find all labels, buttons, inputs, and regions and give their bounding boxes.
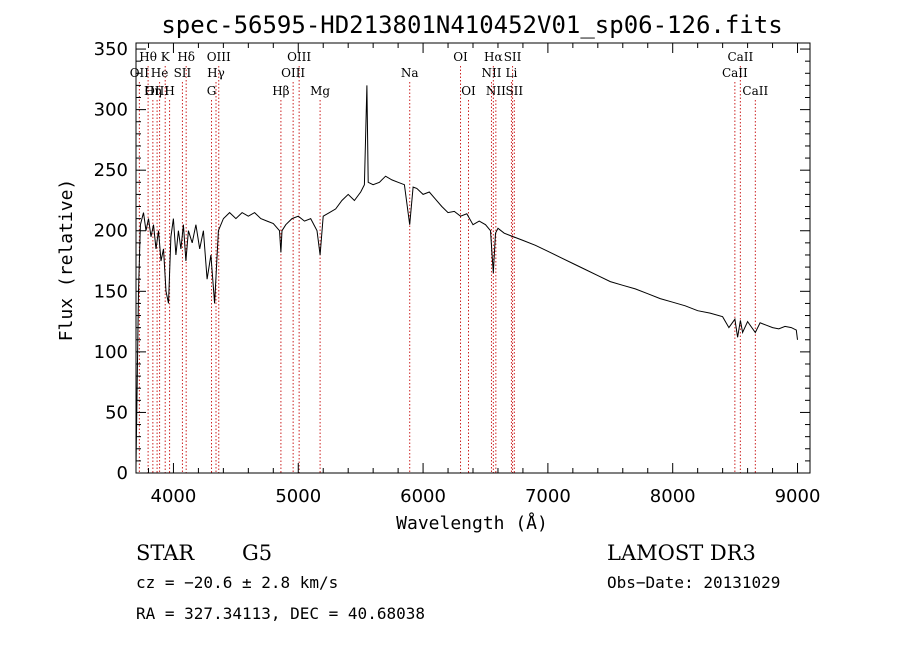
x-tick-label-1: 5000 (275, 486, 321, 507)
line-label-2: OIII (145, 84, 169, 98)
line-label-23: Li (506, 66, 518, 80)
ra-dec: RA = 327.34113, DEC = 40.68038 (136, 604, 425, 623)
line-label-0: Hθ (139, 50, 157, 64)
y-axis-label: Flux (relative) (56, 179, 77, 342)
line-label-19: Hα (484, 50, 503, 64)
x-tick-label-3: 7000 (525, 486, 571, 507)
y-tick-label-5: 250 (94, 160, 128, 181)
x-tick-label-2: 6000 (400, 486, 446, 507)
line-label-15: Mg (310, 84, 330, 98)
x-axis-label: Wavelength (Å) (396, 512, 548, 534)
obs-date: Obs−Date: 20131029 (607, 573, 780, 592)
line-label-6: H (164, 84, 174, 98)
plot-frame (135, 42, 811, 474)
line-label-9: OIII (207, 50, 231, 64)
line-label-4: He (151, 66, 169, 80)
line-label-27: CaII (742, 84, 768, 98)
line-label-14: OIII (287, 50, 311, 64)
x-tick-label-5: 9000 (775, 486, 821, 507)
y-axis-ticks: 0 50 100 150 200 250 300 350 (94, 39, 810, 484)
y-tick-label-2: 100 (94, 342, 128, 363)
line-label-17: OI (453, 50, 468, 64)
line-label-21: NII (486, 84, 506, 98)
y-tick-label-4: 200 (94, 221, 128, 242)
spectrum-line (135, 85, 798, 467)
line-label-16: Na (401, 66, 419, 80)
line-label-24: SII (505, 84, 523, 98)
y-tick-label-0: 0 (117, 463, 128, 484)
x-tick-label-0: 4000 (151, 486, 197, 507)
line-label-18: OI (461, 84, 476, 98)
y-tick-label-6: 300 (94, 100, 128, 121)
line-label-7: SII (174, 66, 192, 80)
y-tick-label-7: 350 (94, 39, 128, 60)
line-label-5: Hη (144, 84, 162, 98)
line-label-10: Hγ (207, 66, 225, 80)
line-label-20: NII (481, 66, 501, 80)
x-tick-label-4: 8000 (650, 486, 696, 507)
y-tick-label-3: 150 (94, 281, 128, 302)
redshift-cz: cz = −20.6 ± 2.8 km/s (136, 573, 338, 592)
line-label-13: OIII (281, 66, 305, 80)
line-label-25: CaII (727, 50, 753, 64)
chart-title: spec-56595-HD213801N410452V01_sp06-126.f… (161, 11, 782, 39)
survey-name: LAMOST DR3 (607, 541, 756, 565)
x-axis-ticks: 4000 5000 6000 7000 8000 9000 (147, 43, 821, 507)
line-label-22: SII (504, 50, 522, 64)
line-label-12: Hβ (272, 84, 289, 98)
line-label-8: Hδ (177, 50, 195, 64)
subclass: G5 (242, 541, 272, 565)
object-class: STAR (136, 541, 195, 565)
line-label-11: G (207, 84, 217, 98)
y-tick-label-1: 50 (105, 402, 128, 423)
spectral-line-markers (138, 66, 756, 473)
line-label-3: K (161, 50, 171, 64)
line-label-26: CaII (722, 66, 748, 80)
